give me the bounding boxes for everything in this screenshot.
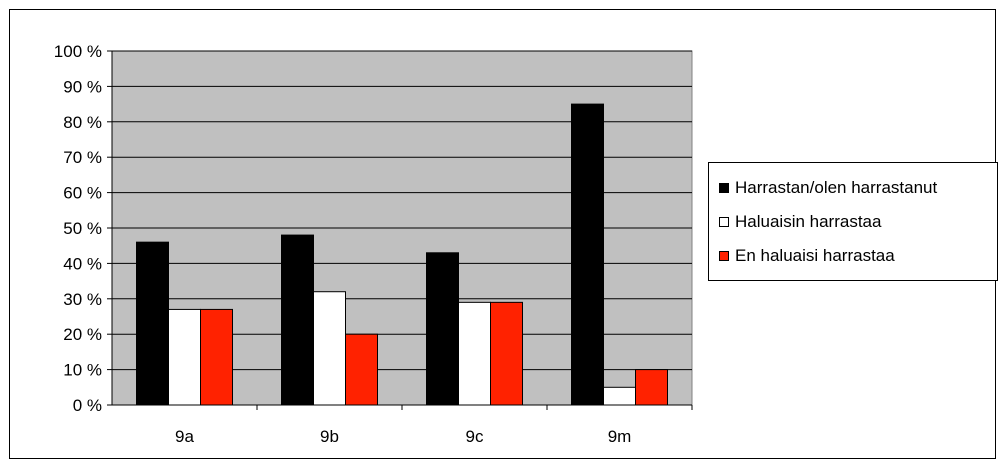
y-axis-labels: 0 % 10 % 20 % 30 % 40 % 50 % 60 % 70 % 80 % 90 % 1… bbox=[54, 42, 102, 415]
y-tick-label: 30 % bbox=[63, 290, 102, 309]
bar-9b-series-3 bbox=[345, 333, 378, 406]
bar-9a-series-1 bbox=[136, 241, 169, 406]
legend-swatch-series-3 bbox=[719, 251, 729, 261]
axes bbox=[107, 50, 693, 410]
bar-9c-series-1 bbox=[426, 252, 459, 406]
x-tick-label: 9m bbox=[608, 427, 632, 446]
legend: Harrastan/olen harrastanut Haluaisin har… bbox=[708, 162, 998, 281]
x-tick-label: 9b bbox=[320, 427, 339, 446]
y-tick-label: 60 % bbox=[63, 184, 102, 203]
bar-9b-series-1 bbox=[281, 234, 314, 406]
legend-label-series-1: Harrastan/olen harrastanut bbox=[735, 178, 938, 197]
y-tick-label: 50 % bbox=[63, 219, 102, 238]
y-tick-label: 80 % bbox=[63, 113, 102, 132]
bar-9a-series-2 bbox=[168, 308, 201, 406]
y-tick-label: 100 % bbox=[54, 42, 102, 61]
bar-9b-series-2 bbox=[313, 291, 346, 406]
x-tick-label: 9c bbox=[466, 427, 484, 446]
y-tick-label: 90 % bbox=[63, 77, 102, 96]
bar-9m-series-1 bbox=[571, 103, 604, 406]
bar-9m-series-3 bbox=[635, 369, 668, 406]
legend-item-series-1: Harrastan/olen harrastanut bbox=[719, 176, 937, 200]
legend-item-series-3: En haluaisi harrastaa bbox=[719, 244, 895, 268]
x-axis-labels: 9a 9b 9c 9m bbox=[175, 427, 631, 446]
legend-item-series-2: Haluaisin harrastaa bbox=[719, 210, 881, 234]
bar-9m-series-2 bbox=[603, 386, 636, 406]
y-tick-label: 70 % bbox=[63, 148, 102, 167]
legend-swatch-series-1 bbox=[719, 183, 729, 193]
y-tick-label: 0 % bbox=[73, 396, 102, 415]
legend-label-series-3: En haluaisi harrastaa bbox=[735, 246, 895, 265]
x-tick-label: 9a bbox=[175, 427, 194, 446]
y-tick-label: 20 % bbox=[63, 325, 102, 344]
legend-label-series-2: Haluaisin harrastaa bbox=[735, 212, 882, 231]
y-tick-label: 40 % bbox=[63, 254, 102, 273]
bar-9a-series-3 bbox=[200, 308, 233, 406]
y-tick-label: 10 % bbox=[63, 361, 102, 380]
bar-9c-series-3 bbox=[490, 301, 523, 406]
bar-9c-series-2 bbox=[458, 301, 491, 406]
legend-swatch-series-2 bbox=[719, 217, 729, 227]
